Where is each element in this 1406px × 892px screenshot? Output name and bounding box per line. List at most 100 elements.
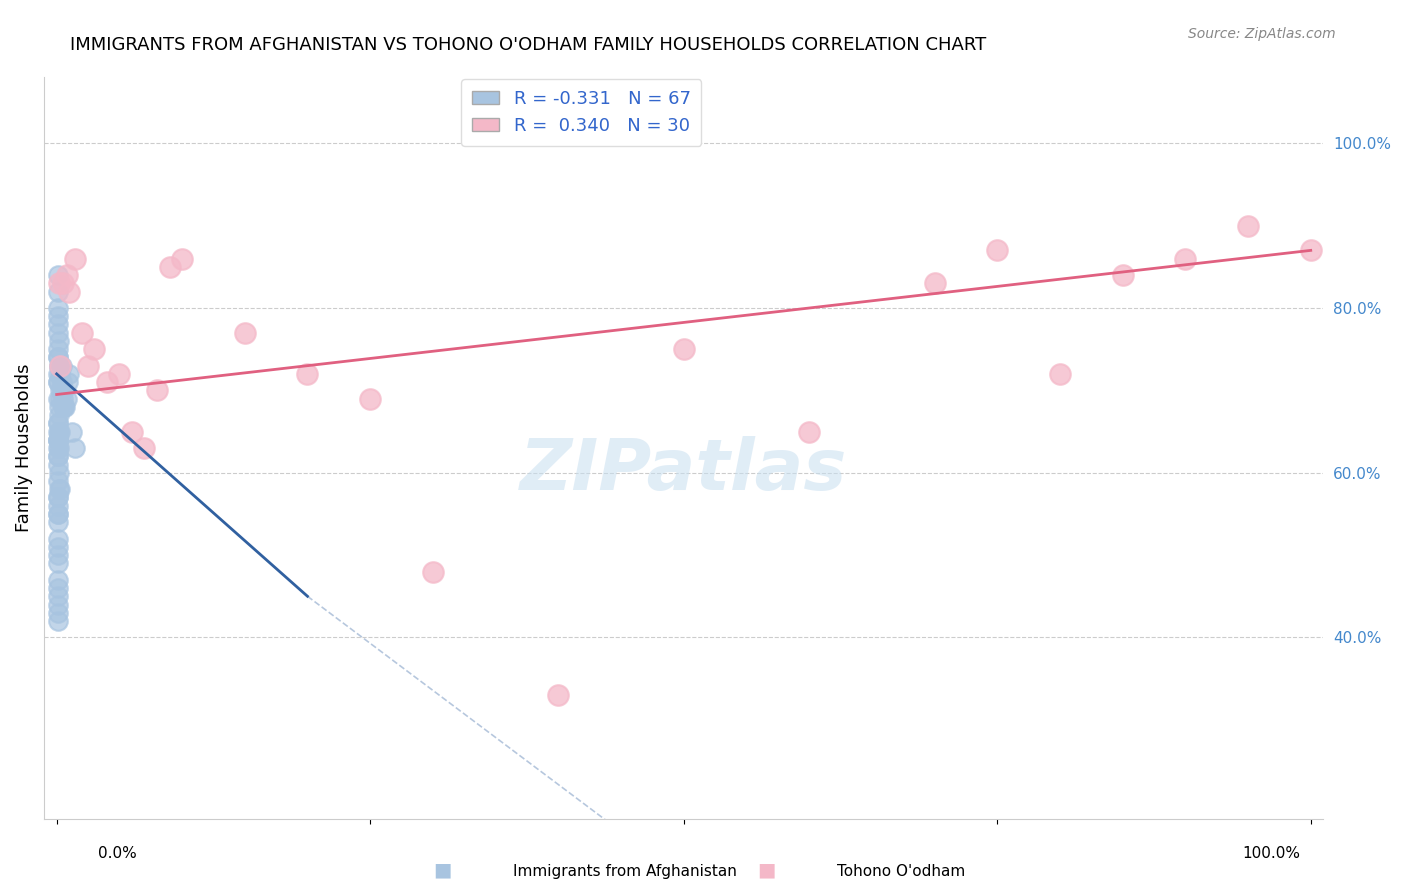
Point [48, 277, 70, 291]
Point [46, 614, 69, 628]
Point [46, 375, 69, 389]
Point [52, 392, 75, 406]
Point [46, 285, 69, 299]
Point [48, 466, 70, 480]
Legend: R = -0.331   N = 67, R =  0.340   N = 30: R = -0.331 N = 67, R = 0.340 N = 30 [461, 79, 702, 145]
Point [48, 482, 70, 496]
Point [51, 359, 73, 373]
Point [46, 375, 69, 389]
Text: ■: ■ [756, 861, 776, 880]
Point [46, 318, 69, 332]
Point [359, 392, 381, 406]
Point [46, 474, 69, 488]
Point [48, 400, 70, 414]
Point [46, 458, 69, 472]
Point [49, 359, 72, 373]
Point [48, 441, 70, 455]
Point [96, 375, 118, 389]
Y-axis label: Family Households: Family Households [15, 364, 32, 533]
Point [48, 359, 70, 373]
Point [58, 367, 80, 381]
Point [48, 425, 70, 439]
Point [1049, 367, 1071, 381]
Point [672, 342, 695, 356]
Text: 100.0%: 100.0% [1243, 847, 1301, 861]
Point [297, 367, 319, 381]
Point [49, 367, 72, 381]
Point [53, 384, 76, 398]
Point [46, 606, 69, 620]
Point [146, 384, 169, 398]
Point [52, 277, 75, 291]
Point [46, 450, 69, 464]
Point [46, 581, 69, 595]
Point [48, 359, 70, 373]
Point [51, 375, 73, 389]
Point [46, 433, 69, 447]
Point [46, 433, 69, 447]
Point [924, 277, 946, 291]
Point [48, 334, 70, 348]
Point [46, 515, 69, 529]
Point [65, 441, 87, 455]
Point [108, 367, 131, 381]
Point [83, 342, 105, 356]
Point [986, 244, 1008, 258]
Point [46, 351, 69, 365]
Point [49, 482, 72, 496]
Text: Immigrants from Afghanistan: Immigrants from Afghanistan [513, 864, 737, 879]
Point [46, 573, 69, 587]
Text: 0.0%: 0.0% [98, 847, 138, 861]
Text: ■: ■ [433, 861, 453, 880]
Point [46, 392, 69, 406]
Point [46, 557, 69, 571]
Point [159, 260, 181, 274]
Point [46, 532, 69, 546]
Point [46, 450, 69, 464]
Point [46, 548, 69, 562]
Point [53, 400, 76, 414]
Point [46, 301, 69, 315]
Point [77, 359, 100, 373]
Text: Tohono O'odham: Tohono O'odham [837, 864, 965, 879]
Point [46, 367, 69, 381]
Point [48, 408, 70, 422]
Point [46, 491, 69, 505]
Point [1174, 252, 1197, 266]
Text: ZIPatlas: ZIPatlas [520, 436, 848, 505]
Point [121, 425, 143, 439]
Point [46, 507, 69, 521]
Point [46, 425, 69, 439]
Point [49, 392, 72, 406]
Text: IMMIGRANTS FROM AFGHANISTAN VS TOHONO O'ODHAM FAMILY HOUSEHOLDS CORRELATION CHAR: IMMIGRANTS FROM AFGHANISTAN VS TOHONO O'… [70, 36, 987, 54]
Point [134, 441, 156, 455]
Point [422, 565, 444, 579]
Point [46, 507, 69, 521]
Point [46, 491, 69, 505]
Point [1299, 244, 1322, 258]
Point [46, 499, 69, 513]
Point [55, 392, 77, 406]
Point [58, 285, 80, 299]
Point [46, 417, 69, 431]
Point [46, 310, 69, 324]
Point [1237, 219, 1260, 233]
Point [547, 688, 569, 702]
Point [46, 540, 69, 554]
Point [46, 441, 69, 455]
Point [52, 400, 75, 414]
Point [46, 351, 69, 365]
Point [55, 400, 77, 414]
Point [49, 425, 72, 439]
Point [49, 384, 72, 398]
Point [233, 326, 256, 340]
Text: Source: ZipAtlas.com: Source: ZipAtlas.com [1188, 27, 1336, 41]
Point [46, 326, 69, 340]
Point [170, 252, 193, 266]
Point [60, 425, 83, 439]
Point [56, 375, 79, 389]
Point [46, 342, 69, 356]
Point [46, 268, 69, 282]
Point [46, 417, 69, 431]
Point [1111, 268, 1133, 282]
